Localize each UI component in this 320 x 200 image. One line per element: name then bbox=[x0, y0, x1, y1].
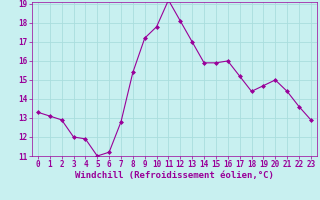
X-axis label: Windchill (Refroidissement éolien,°C): Windchill (Refroidissement éolien,°C) bbox=[75, 171, 274, 180]
